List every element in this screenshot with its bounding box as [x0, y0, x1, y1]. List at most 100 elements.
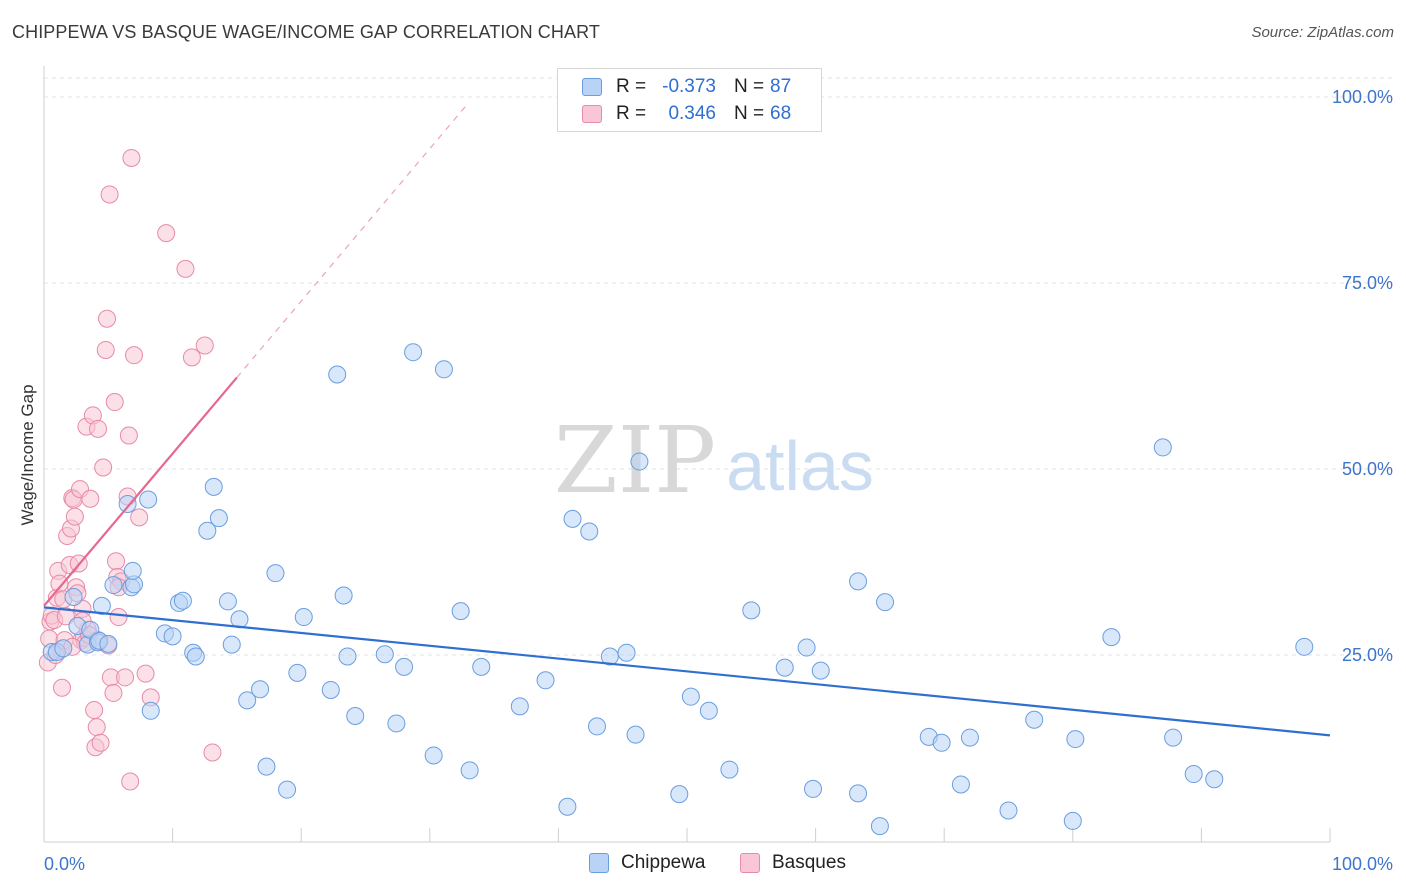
- chippewa-point: [451, 602, 470, 621]
- chippewa-point: [266, 564, 285, 583]
- chippewa-point: [204, 477, 223, 496]
- basques-point: [53, 678, 72, 697]
- legend-n-value: 68: [770, 103, 792, 124]
- basques-trendline: [43, 376, 238, 607]
- watermark: ZIP atlas: [554, 407, 874, 514]
- chippewa-point: [163, 627, 182, 646]
- basques-point: [182, 348, 201, 367]
- basques-point: [116, 668, 135, 687]
- basques-points: [38, 149, 222, 791]
- chippewa-point: [328, 365, 347, 384]
- basques-swatch: [740, 853, 760, 873]
- chippewa-point: [797, 638, 816, 657]
- chippewa-point: [460, 761, 479, 780]
- y-tick-label: 50.0%: [1342, 459, 1393, 479]
- chippewa-point: [123, 561, 142, 580]
- legend-r-value: -0.373: [662, 76, 716, 97]
- chippewa-point: [395, 657, 414, 676]
- chippewa-point: [1205, 770, 1224, 789]
- chippewa-point: [932, 733, 951, 752]
- chippewa-point: [99, 634, 118, 653]
- chippewa-point: [321, 680, 340, 699]
- basques-point: [104, 683, 123, 702]
- x-tick-label: 100.0%: [1332, 854, 1393, 874]
- legend-n-label: N =: [734, 76, 765, 97]
- chippewa-point: [849, 572, 868, 591]
- basques-point: [203, 743, 222, 762]
- chippewa-point: [404, 343, 423, 362]
- basques-point: [105, 393, 124, 412]
- legend-n-value: 87: [770, 76, 792, 97]
- basques-trendline-extension: [236, 102, 469, 378]
- chippewa-point: [257, 757, 276, 776]
- chippewa-point: [1295, 637, 1314, 656]
- chippewa-point: [681, 687, 700, 706]
- basques-point: [65, 507, 84, 526]
- correlation-legend: R = -0.373 N = 87 R = 0.346 N = 68: [557, 68, 822, 132]
- basques-point: [87, 718, 106, 737]
- legend-series-name: Chippewa: [621, 852, 706, 873]
- basques-point: [122, 149, 141, 168]
- chippewa-point: [1066, 730, 1085, 749]
- legend-series-name: Basques: [772, 852, 846, 873]
- chippewa-point: [334, 586, 353, 605]
- chippewa-point: [617, 643, 636, 662]
- basques-point: [176, 259, 195, 278]
- x-tick-label: 0.0%: [44, 854, 85, 874]
- chippewa-point: [626, 725, 645, 744]
- basques-point: [136, 664, 155, 683]
- chippewa-point: [587, 717, 606, 736]
- chippewa-point: [222, 635, 241, 654]
- chippewa-point: [870, 817, 889, 836]
- chippewa-point: [294, 608, 313, 627]
- tick-labels: 25.0% 50.0% 75.0% 100.0% 0.0% 100.0%: [44, 87, 1393, 874]
- chippewa-point: [288, 663, 307, 682]
- chippewa-point: [1184, 765, 1203, 784]
- basques-point: [81, 489, 100, 508]
- chippewa-point: [630, 452, 649, 471]
- chippewa-point: [346, 707, 365, 726]
- chart-title: CHIPPEWA VS BASQUE WAGE/INCOME GAP CORRE…: [12, 22, 600, 42]
- chippewa-point: [951, 775, 970, 794]
- chippewa-point: [1153, 438, 1172, 457]
- chippewa-point: [699, 701, 718, 720]
- chippewa-point: [118, 494, 137, 513]
- basques-point: [195, 336, 214, 355]
- y-tick-label: 100.0%: [1332, 87, 1393, 107]
- chippewa-point: [209, 509, 228, 528]
- chippewa-point: [387, 714, 406, 733]
- basques-point: [109, 608, 128, 627]
- chippewa-point: [141, 701, 160, 720]
- chippewa-point: [375, 645, 394, 664]
- basques-point: [85, 701, 104, 720]
- chippewa-point: [960, 728, 979, 747]
- chippewa-point: [54, 639, 73, 658]
- chippewa-point: [278, 780, 297, 799]
- chippewa-point: [742, 601, 761, 620]
- chippewa-point: [424, 746, 443, 765]
- chippewa-point: [580, 522, 599, 541]
- basques-point: [121, 772, 140, 791]
- chippewa-point: [104, 576, 123, 595]
- legend-n-label: N =: [734, 103, 765, 124]
- legend-row-chippewa: R = -0.373 N = 87: [558, 74, 821, 100]
- basques-point: [91, 733, 110, 752]
- chippewa-point: [558, 797, 577, 816]
- chippewa-point: [92, 596, 111, 615]
- axes: [43, 66, 1331, 843]
- basques-point: [100, 185, 119, 204]
- chippewa-point: [238, 691, 257, 710]
- chippewa-point: [173, 591, 192, 610]
- basques-point: [94, 458, 113, 477]
- chippewa-point: [338, 647, 357, 666]
- chippewa-point: [1063, 811, 1082, 830]
- trendlines: [43, 102, 1331, 737]
- chippewa-point: [1102, 628, 1121, 647]
- basques-point: [119, 426, 138, 445]
- chippewa-point: [472, 657, 491, 676]
- chart-source: Source: ZipAtlas.com: [1251, 24, 1394, 41]
- chippewa-point: [510, 697, 529, 716]
- y-tick-label: 25.0%: [1342, 645, 1393, 665]
- watermark-atlas: atlas: [726, 427, 874, 505]
